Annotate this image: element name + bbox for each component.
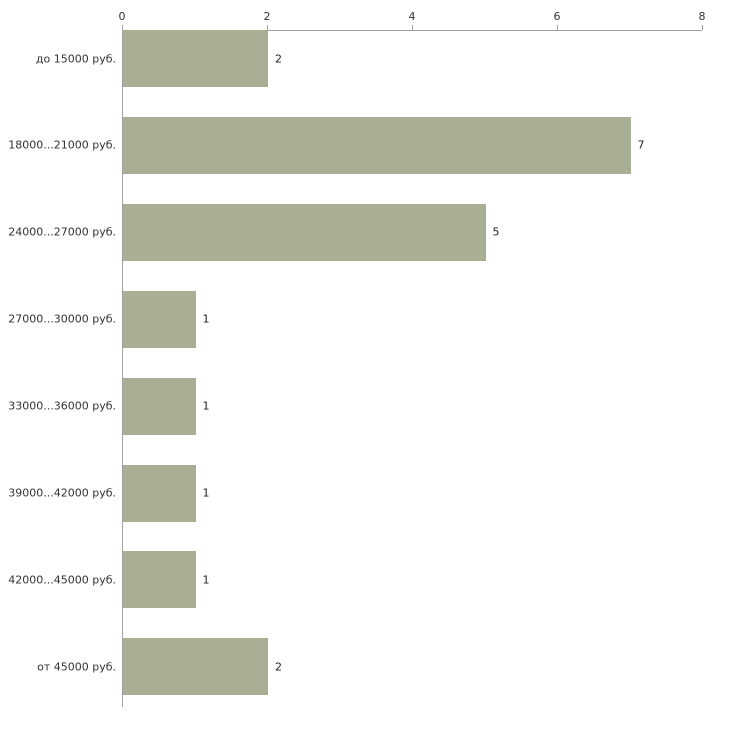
- category-label: от 45000 руб.: [37, 660, 116, 674]
- bar: [123, 464, 196, 522]
- category-label: 24000...27000 руб.: [8, 225, 116, 239]
- bar-value-label: 5: [492, 225, 500, 239]
- tick-label: 0: [118, 10, 126, 23]
- bar-value-label: 1: [202, 486, 210, 500]
- bar: [123, 203, 486, 261]
- category-label: до 15000 руб.: [35, 52, 116, 65]
- y-axis-line: [122, 30, 123, 707]
- category-label: 39000...42000 руб.: [8, 486, 116, 500]
- category-label: 42000...45000 руб.: [8, 573, 116, 587]
- bar-value-label: 7: [637, 138, 645, 152]
- tick-label: 6: [553, 10, 561, 23]
- tick-mark: [122, 25, 123, 30]
- bar-value-label: 1: [202, 399, 210, 413]
- bar-value-label: 2: [275, 660, 282, 674]
- x-axis-line: [122, 30, 702, 31]
- bar-value-label: 1: [202, 312, 210, 326]
- tick-label: 2: [263, 10, 271, 23]
- tick-mark: [267, 25, 268, 30]
- bar: [123, 551, 196, 609]
- category-label: 27000...30000 руб.: [8, 312, 116, 326]
- bar: [123, 638, 268, 696]
- category-label: 33000...36000 руб.: [8, 399, 116, 413]
- tick-mark: [702, 25, 703, 30]
- bar: [123, 290, 196, 348]
- category-label: 18000...21000 руб.: [8, 138, 116, 152]
- tick-label: 4: [408, 10, 416, 23]
- tick-label: 8: [698, 10, 706, 23]
- bar-value-label: 2: [275, 52, 282, 65]
- tick-mark: [557, 25, 558, 30]
- bar-value-label: 1: [202, 573, 210, 587]
- bar: [123, 116, 631, 174]
- bar: [123, 377, 196, 435]
- tick-mark: [412, 25, 413, 30]
- bar: [123, 30, 268, 87]
